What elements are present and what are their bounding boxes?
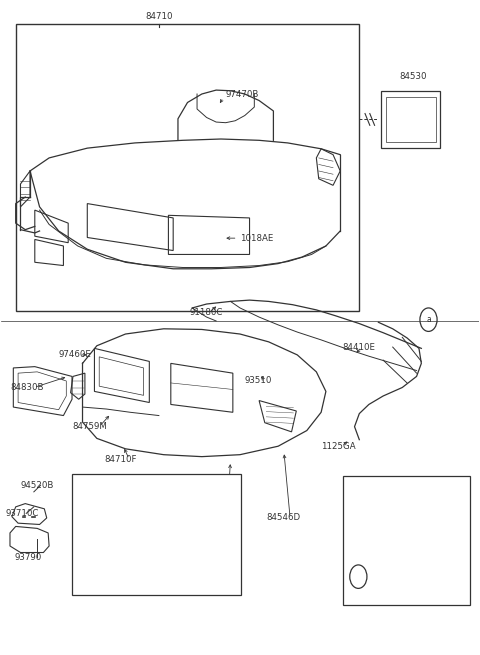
Text: 84759M: 84759M	[72, 422, 107, 431]
Text: 93710C: 93710C	[5, 509, 38, 518]
Text: 93790: 93790	[15, 553, 42, 561]
Text: 1350RC: 1350RC	[350, 546, 384, 555]
Text: 84477: 84477	[378, 491, 406, 500]
Text: 84410E: 84410E	[343, 343, 376, 352]
Text: 84530: 84530	[400, 72, 427, 81]
Text: 93510: 93510	[245, 377, 272, 386]
Text: 97470B: 97470B	[226, 90, 259, 98]
Text: 97410B: 97410B	[159, 477, 192, 487]
Text: 1125GA: 1125GA	[321, 441, 356, 451]
FancyBboxPatch shape	[72, 474, 241, 595]
Text: 97480B: 97480B	[204, 533, 238, 542]
Text: 84546D: 84546D	[266, 514, 300, 523]
Text: 94520B: 94520B	[21, 481, 54, 490]
FancyBboxPatch shape	[343, 476, 470, 605]
Text: 1018AE: 1018AE	[240, 234, 274, 242]
Text: 84741A: 84741A	[75, 588, 109, 597]
Text: a: a	[426, 315, 431, 324]
Text: 97460E: 97460E	[59, 350, 92, 360]
Text: 91180C: 91180C	[190, 308, 223, 317]
Text: 1249JF: 1249JF	[190, 529, 219, 538]
Text: 84710F: 84710F	[104, 455, 136, 464]
Text: a: a	[356, 572, 361, 581]
FancyBboxPatch shape	[16, 24, 360, 311]
Text: 97420: 97420	[190, 517, 217, 526]
Text: 84710: 84710	[145, 12, 173, 21]
Text: 1140FH: 1140FH	[398, 533, 432, 542]
Text: 1249ED: 1249ED	[142, 588, 176, 597]
Text: 84830B: 84830B	[10, 383, 44, 392]
FancyBboxPatch shape	[381, 91, 441, 148]
